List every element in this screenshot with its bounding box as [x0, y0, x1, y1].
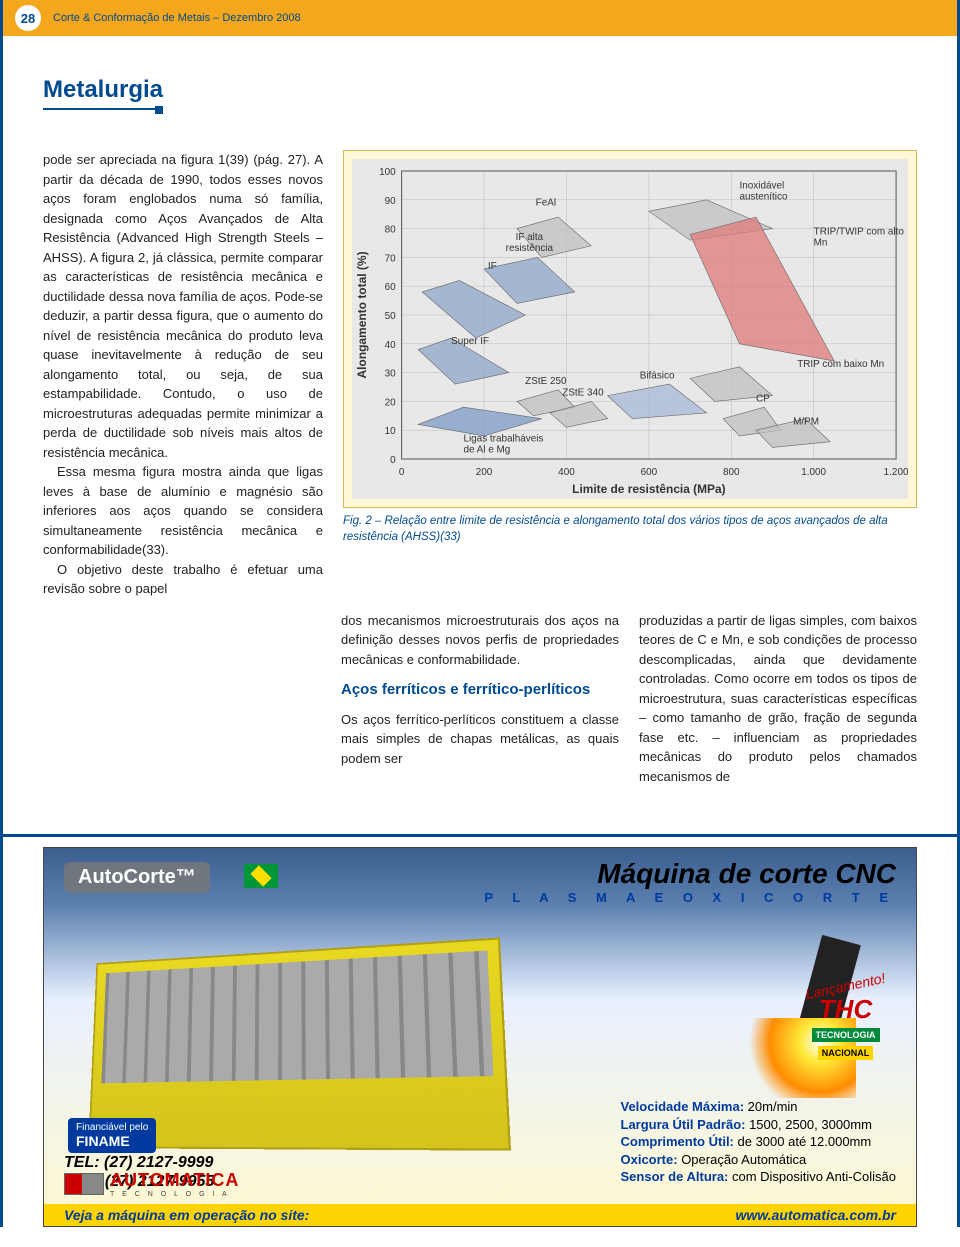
col-1-continued — [43, 611, 321, 797]
svg-text:TRIP com baixo Mn: TRIP com baixo Mn — [797, 359, 884, 370]
ad-brand-badge: AutoCorte™ — [64, 862, 210, 893]
ad-bottom-bar: Veja a máquina em operação no site: www.… — [44, 1204, 916, 1226]
section-title: Metalurgia — [43, 76, 163, 110]
spec-key: Oxicorte: — [621, 1152, 678, 1167]
three-column-body: dos mecanismos microestruturais dos aços… — [43, 611, 917, 797]
svg-text:10: 10 — [385, 426, 396, 437]
logo-subtext: T E C N O L O G I A — [110, 1191, 239, 1198]
finame-pre: Financiável pelo — [76, 1122, 148, 1133]
figure-area: 0 200 400 600 800 1.000 1.200 0 10 20 30 40 50 60 70 80… — [343, 150, 917, 599]
paragraph: pode ser apreciada na figura 1(39) (pág.… — [43, 150, 323, 462]
divider — [3, 834, 957, 837]
svg-text:1.200: 1.200 — [884, 467, 908, 478]
svg-text:IF alta: IF alta — [516, 232, 544, 243]
page: 28 Corte & Conformação de Metais – Dezem… — [0, 0, 960, 1227]
body-col-left: pode ser apreciada na figura 1(39) (pág.… — [43, 150, 323, 599]
col-3: produzidas a partir de ligas simples, co… — [639, 611, 917, 797]
svg-text:100: 100 — [379, 167, 396, 178]
svg-text:20: 20 — [385, 397, 396, 408]
svg-text:Mn: Mn — [814, 237, 828, 248]
svg-text:resistência: resistência — [506, 243, 554, 254]
svg-text:30: 30 — [385, 369, 396, 380]
content: Metalurgia pode ser apreciada na figura … — [3, 36, 957, 816]
svg-text:Limite de resistência (MPa): Limite de resistência (MPa) — [572, 482, 725, 496]
paragraph: Os aços ferrítico-perlíticos constituem … — [341, 710, 619, 769]
thc-badge-block: Lançamento! THC TECNOLOGIA NACIONAL — [805, 978, 886, 1061]
svg-text:austenítico: austenítico — [740, 191, 788, 202]
svg-text:1.000: 1.000 — [801, 467, 826, 478]
spec-key: Velocidade Máxima: — [621, 1099, 745, 1114]
svg-text:Super IF: Super IF — [451, 336, 489, 347]
svg-text:800: 800 — [723, 467, 740, 478]
thc-badge-2: NACIONAL — [818, 1046, 874, 1060]
top-bar: 28 Corte & Conformação de Metais – Dezem… — [3, 0, 957, 36]
page-number: 28 — [15, 5, 41, 31]
brazil-flag-icon — [244, 864, 278, 888]
svg-text:0: 0 — [390, 455, 396, 466]
svg-text:de Al e Mg: de Al e Mg — [463, 445, 510, 456]
svg-text:TRIP/TWIP com alto: TRIP/TWIP com alto — [814, 226, 905, 237]
spec-val: 20m/min — [744, 1099, 797, 1114]
svg-text:50: 50 — [385, 311, 396, 322]
spec-val: de 3000 até 12.000mm — [734, 1134, 871, 1149]
svg-text:IF: IF — [488, 261, 497, 272]
spec-val: 1500, 2500, 3000mm — [745, 1117, 871, 1132]
paragraph: O objetivo deste trabalho é efetuar uma … — [43, 560, 323, 599]
svg-text:Bifásico: Bifásico — [640, 370, 675, 381]
svg-text:60: 60 — [385, 282, 396, 293]
paragraph: Essa mesma figura mostra ainda que ligas… — [43, 462, 323, 560]
svg-text:FeAl: FeAl — [536, 198, 556, 209]
svg-text:ZStE 250: ZStE 250 — [525, 376, 567, 387]
finame-badge: Financiável pelo FINAME — [68, 1118, 156, 1153]
svg-text:90: 90 — [385, 196, 396, 207]
website-url[interactable]: www.automatica.com.br — [735, 1207, 896, 1223]
paragraph: produzidas a partir de ligas simples, co… — [639, 611, 917, 787]
advertisement: AutoCorte™ Máquina de corte CNC P L A S … — [43, 847, 917, 1227]
figure-caption: Fig. 2 – Relação entre limite de resistê… — [343, 514, 917, 545]
svg-text:ZStE 340: ZStE 340 — [562, 388, 604, 399]
spec-key: Largura Útil Padrão: — [621, 1117, 746, 1132]
chart-container: 0 200 400 600 800 1.000 1.200 0 10 20 30 40 50 60 70 80… — [343, 150, 917, 508]
svg-text:70: 70 — [385, 253, 396, 264]
svg-text:200: 200 — [476, 467, 493, 478]
spec-key: Comprimento Útil: — [621, 1134, 734, 1149]
svg-text:400: 400 — [558, 467, 575, 478]
subheading: Aços ferríticos e ferrítico-perlíticos — [341, 679, 619, 702]
company-logo: AUTOMATICA T E C N O L O G I A — [64, 1170, 239, 1198]
svg-text:CP: CP — [756, 393, 770, 404]
chart: 0 200 400 600 800 1.000 1.200 0 10 20 30 40 50 60 70 80… — [352, 159, 908, 499]
svg-text:40: 40 — [385, 340, 396, 351]
spec-key: Sensor de Altura: — [621, 1169, 729, 1184]
svg-text:Inoxidável: Inoxidável — [740, 180, 785, 191]
ad-subtitle: P L A S M A E O X I C O R T E — [484, 890, 896, 905]
col-2: dos mecanismos microestruturais dos aços… — [341, 611, 619, 797]
publication-title: Corte & Conformação de Metais – Dezembro… — [53, 12, 301, 24]
svg-text:Alongamento total (%): Alongamento total (%) — [355, 251, 369, 378]
ad-title-block: Máquina de corte CNC P L A S M A E O X I… — [484, 858, 896, 905]
paragraph: dos mecanismos microestruturais dos aços… — [341, 611, 619, 670]
thc-badge-1: TECNOLOGIA — [812, 1028, 880, 1042]
logo-text: AUTOMATICA — [110, 1170, 239, 1191]
ad-title: Máquina de corte CNC — [484, 858, 896, 890]
specs-block: Velocidade Máxima: 20m/min Largura Útil … — [621, 1098, 897, 1186]
svg-text:600: 600 — [641, 467, 658, 478]
svg-text:M/PM: M/PM — [793, 416, 819, 427]
spec-val: com Dispositivo Anti-Colisão — [728, 1169, 896, 1184]
logo-mark-icon — [64, 1173, 104, 1195]
bottom-bar-left: Veja a máquina em operação no site: — [64, 1207, 309, 1223]
svg-text:0: 0 — [399, 467, 405, 478]
finame-label: FINAME — [76, 1133, 130, 1149]
spec-val: Operação Automática — [678, 1152, 807, 1167]
svg-text:Ligas trabalháveis: Ligas trabalháveis — [463, 434, 543, 445]
svg-text:80: 80 — [385, 225, 396, 236]
